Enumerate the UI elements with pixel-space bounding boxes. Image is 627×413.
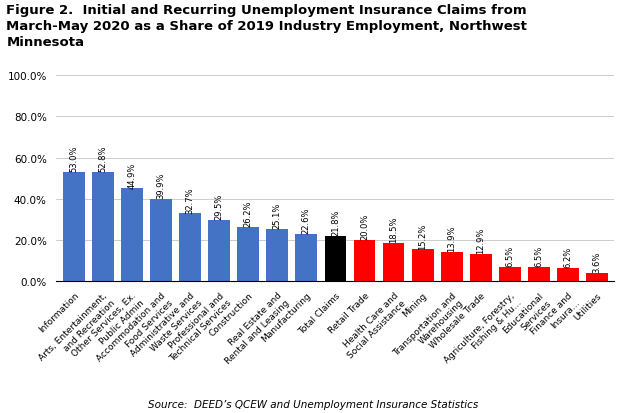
- Text: 25.1%: 25.1%: [273, 202, 282, 229]
- Bar: [208, 221, 230, 281]
- Bar: [295, 235, 317, 281]
- Text: 6.5%: 6.5%: [505, 246, 514, 267]
- Bar: [325, 236, 346, 281]
- Bar: [441, 252, 463, 281]
- Bar: [499, 268, 521, 281]
- Text: 29.5%: 29.5%: [214, 193, 224, 220]
- Bar: [63, 173, 85, 281]
- Bar: [354, 240, 376, 281]
- Text: 53.0%: 53.0%: [70, 145, 78, 172]
- Text: 6.5%: 6.5%: [534, 246, 544, 267]
- Bar: [412, 250, 433, 281]
- Bar: [557, 268, 579, 281]
- Bar: [528, 268, 550, 281]
- Text: Figure 2.  Initial and Recurring Unemployment Insurance Claims from
March-May 20: Figure 2. Initial and Recurring Unemploy…: [6, 4, 527, 49]
- Text: 32.7%: 32.7%: [186, 187, 194, 213]
- Text: 18.5%: 18.5%: [389, 216, 398, 242]
- Bar: [470, 254, 492, 281]
- Text: 13.9%: 13.9%: [447, 225, 456, 252]
- Text: 21.8%: 21.8%: [331, 209, 340, 235]
- Text: 52.8%: 52.8%: [98, 146, 107, 172]
- Bar: [238, 227, 259, 281]
- Text: 6.2%: 6.2%: [564, 246, 572, 267]
- Bar: [150, 199, 172, 281]
- Text: Source:  DEED’s QCEW and Unemployment Insurance Statistics: Source: DEED’s QCEW and Unemployment Ins…: [149, 399, 478, 409]
- Text: 22.6%: 22.6%: [302, 207, 311, 234]
- Bar: [121, 189, 143, 281]
- Text: 12.9%: 12.9%: [477, 227, 485, 254]
- Text: 3.6%: 3.6%: [593, 252, 601, 273]
- Text: 15.2%: 15.2%: [418, 223, 427, 249]
- Bar: [92, 173, 114, 281]
- Text: 26.2%: 26.2%: [244, 200, 253, 226]
- Bar: [382, 243, 404, 281]
- Text: 39.9%: 39.9%: [157, 172, 166, 198]
- Bar: [266, 230, 288, 281]
- Bar: [179, 214, 201, 281]
- Text: 44.9%: 44.9%: [127, 162, 137, 188]
- Text: 20.0%: 20.0%: [360, 213, 369, 239]
- Bar: [586, 273, 608, 281]
